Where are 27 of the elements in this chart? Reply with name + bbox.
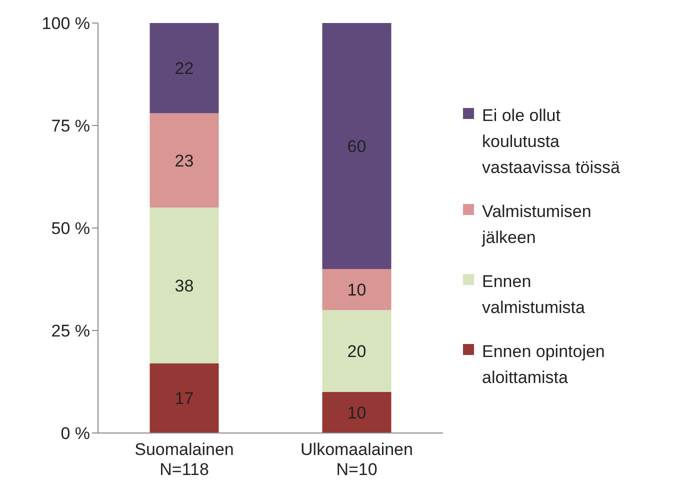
- data-label: 38: [174, 276, 194, 296]
- y-tick-label: 50 %: [51, 219, 90, 238]
- data-label: 10: [347, 280, 366, 300]
- legend-label: Ei ole ollut koulutusta vastaavissa töissä: [482, 104, 620, 178]
- bar: [322, 269, 392, 310]
- y-tick-label: 75 %: [51, 116, 90, 136]
- data-label: 23: [174, 151, 194, 170]
- data-label: 17: [174, 389, 194, 408]
- legend-label: Ennen opintojen aloittamista: [482, 340, 605, 388]
- y-tick-label: 25 %: [51, 322, 90, 341]
- legend-label: Valmistumisen jälkeen: [482, 200, 592, 248]
- legend-label: Ennen valmistumista: [482, 270, 585, 318]
- bar: [150, 23, 219, 114]
- data-label: 22: [174, 59, 194, 78]
- x-tick-label: Suomalainen N=118: [134, 440, 234, 479]
- data-label: 10: [347, 404, 366, 423]
- bar: [150, 363, 219, 433]
- bar: [322, 310, 392, 392]
- bar: [322, 392, 392, 433]
- y-tick-label: 0 %: [60, 424, 90, 444]
- bar: [150, 113, 219, 208]
- y-tick-label: 100 %: [42, 14, 90, 34]
- data-label: 20: [347, 342, 366, 362]
- x-tick-label: Ulkomaalainen N=10: [300, 440, 413, 479]
- data-label: 60: [347, 137, 366, 156]
- bar: [322, 23, 392, 269]
- bar: [150, 208, 219, 364]
